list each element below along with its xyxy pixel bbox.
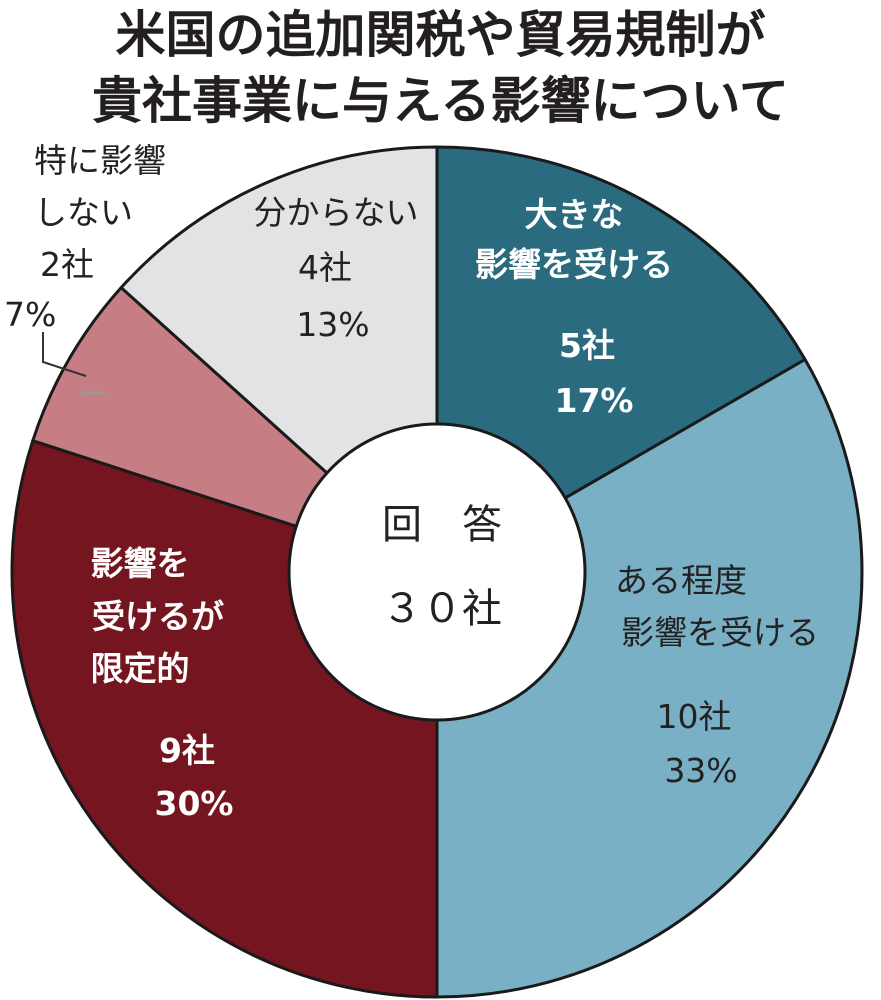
- chart-title-line-1: 米国の追加関税や貿易規制が: [115, 6, 766, 64]
- center-label-respondents: 回 答: [382, 502, 502, 548]
- donut-hole: [287, 422, 587, 722]
- slice-label-some-impact-line-1: ある程度: [615, 561, 747, 600]
- slice-percent-large-impact: 17%: [555, 381, 634, 420]
- slice-percent-no-impact: 7%: [4, 295, 56, 334]
- slice-label-limited-impact-line-2: 受けるが: [92, 597, 224, 636]
- slice-count-limited-impact: 9社: [159, 731, 215, 770]
- slice-label-large-impact-line-2: 影響を受ける: [475, 245, 673, 284]
- slice-label-limited-impact-line-3: 限定的: [91, 649, 190, 688]
- chart-title-line-2: 貴社事業に与える影響について: [92, 72, 789, 130]
- slice-percent-limited-impact: 30%: [155, 784, 234, 823]
- slice-label-no-impact-line-1: 特に影響: [34, 141, 166, 180]
- center-label-total: ３０社: [382, 586, 502, 632]
- slice-count-dont-know: 4社: [298, 248, 352, 287]
- slice-label-limited-impact-line-1: 影響を: [91, 544, 190, 583]
- no-impact-leader-line: [42, 332, 87, 377]
- slice-count-no-impact: 2社: [40, 245, 94, 284]
- slice-count-some-impact: 10社: [657, 697, 732, 736]
- slice-label-some-impact-line-2: 影響を受ける: [621, 613, 819, 652]
- slice-label-dont-know: 分からない: [254, 193, 419, 232]
- slice-label-no-impact-line-2: しない: [34, 193, 133, 232]
- slice-label-large-impact-line-1: 大きな: [525, 195, 624, 234]
- slice-count-large-impact: 5社: [559, 326, 615, 365]
- slice-percent-some-impact: 33%: [664, 751, 737, 790]
- slice-percent-dont-know: 13%: [296, 305, 369, 344]
